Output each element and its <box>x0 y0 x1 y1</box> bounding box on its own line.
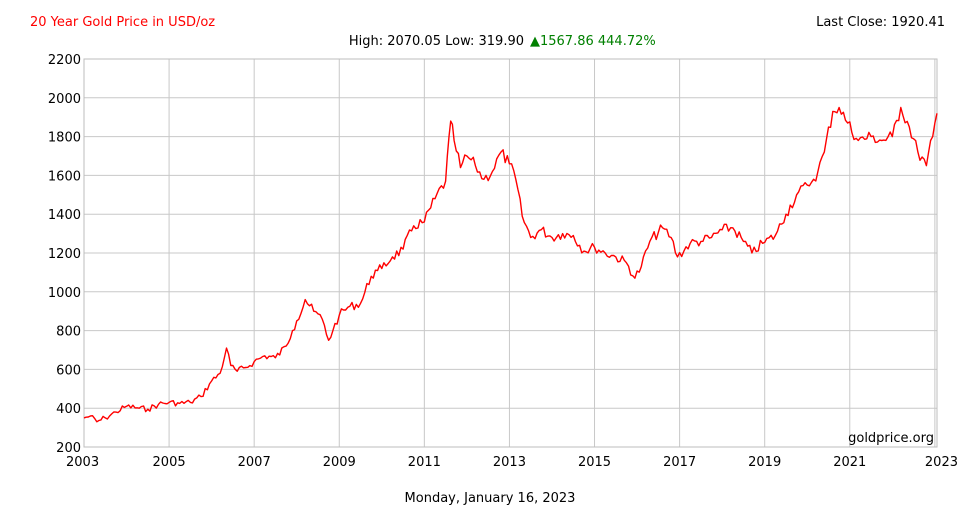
y-axis-ticks: 200 400 600 800 1000 1200 1400 1600 1800 2000 2200 <box>48 53 81 456</box>
gold-price-line <box>83 106 938 423</box>
x-tick-label: 2003 <box>66 455 99 470</box>
x-tick-label: 2009 <box>323 455 356 470</box>
y-tick-label: 800 <box>56 325 81 340</box>
x-tick-label: 2011 <box>408 455 441 470</box>
grid-lines <box>83 58 937 448</box>
plot-area-frame <box>83 58 938 448</box>
x-tick-label: 2023 <box>925 455 958 470</box>
y-tick-label: 1400 <box>48 208 81 223</box>
y-tick-label: 2200 <box>48 53 81 68</box>
x-tick-label: 2005 <box>153 455 186 470</box>
y-tick-label: 1000 <box>48 286 81 301</box>
x-tick-label: 2017 <box>663 455 696 470</box>
watermark: goldprice.org <box>848 431 934 446</box>
x-tick-label: 2021 <box>833 455 866 470</box>
x-axis-ticks: 2003 2005 2007 2009 2011 2013 2015 2017 2019 2021… <box>66 455 958 470</box>
y-tick-label: 1800 <box>48 131 81 146</box>
y-tick-label: 1200 <box>48 247 81 262</box>
x-tick-label: 2019 <box>748 455 781 470</box>
change-stats: ▲1567.86 444.72% <box>530 34 656 49</box>
x-tick-label: 2013 <box>493 455 526 470</box>
date-label: Monday, January 16, 2023 <box>405 491 576 506</box>
y-tick-label: 600 <box>56 363 81 378</box>
last-close-label: Last Close: 1920.41 <box>816 15 945 30</box>
x-tick-label: 2007 <box>238 455 271 470</box>
y-tick-label: 1600 <box>48 169 81 184</box>
y-tick-label: 200 <box>56 441 81 456</box>
y-tick-label: 2000 <box>48 92 81 107</box>
x-tick-label: 2015 <box>578 455 611 470</box>
chart-title: 20 Year Gold Price in USD/oz <box>30 15 215 30</box>
high-low-stats: High: 2070.05 Low: 319.90 <box>349 34 524 49</box>
y-tick-label: 400 <box>56 402 81 417</box>
